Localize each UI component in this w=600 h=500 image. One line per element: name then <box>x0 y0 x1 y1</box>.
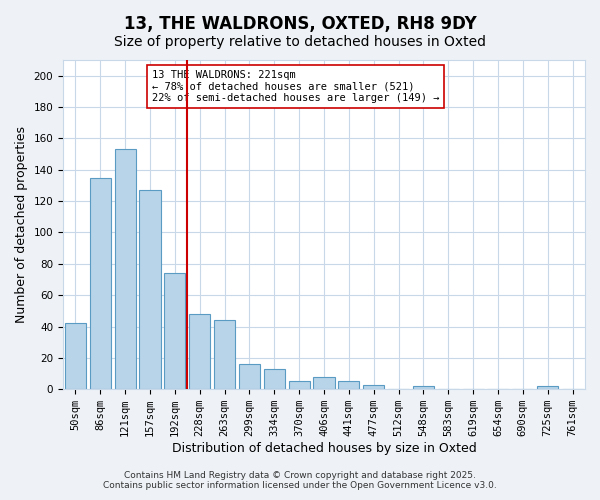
Bar <box>214 320 235 389</box>
Bar <box>139 190 161 389</box>
Bar <box>289 382 310 389</box>
Bar <box>239 364 260 389</box>
Text: Size of property relative to detached houses in Oxted: Size of property relative to detached ho… <box>114 35 486 49</box>
Y-axis label: Number of detached properties: Number of detached properties <box>15 126 28 323</box>
Bar <box>164 273 185 389</box>
Text: 13, THE WALDRONS, OXTED, RH8 9DY: 13, THE WALDRONS, OXTED, RH8 9DY <box>124 15 476 33</box>
Bar <box>90 178 111 389</box>
Bar <box>264 369 285 389</box>
Bar <box>313 376 335 389</box>
Bar <box>338 382 359 389</box>
Bar <box>189 314 210 389</box>
Bar <box>363 384 384 389</box>
Bar <box>413 386 434 389</box>
X-axis label: Distribution of detached houses by size in Oxted: Distribution of detached houses by size … <box>172 442 476 455</box>
Bar <box>65 324 86 389</box>
Text: Contains HM Land Registry data © Crown copyright and database right 2025.
Contai: Contains HM Land Registry data © Crown c… <box>103 470 497 490</box>
Bar <box>115 150 136 389</box>
Text: 13 THE WALDRONS: 221sqm
← 78% of detached houses are smaller (521)
22% of semi-d: 13 THE WALDRONS: 221sqm ← 78% of detache… <box>152 70 439 103</box>
Bar <box>537 386 558 389</box>
